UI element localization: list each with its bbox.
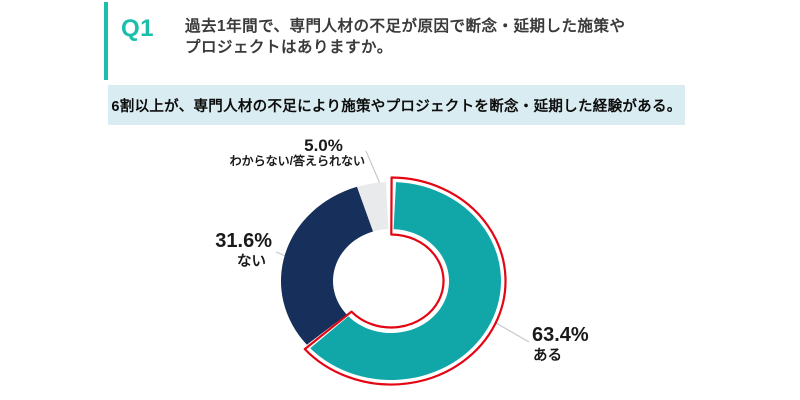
donut-segment-0 — [310, 182, 501, 380]
leader-line-2 — [365, 150, 382, 187]
donut-segment-2 — [357, 182, 389, 232]
label-wakaranai-percent: 5.0% — [304, 136, 343, 155]
question-text-line2: プロジェクトはありますか。 — [185, 38, 393, 56]
highlight-outline — [303, 176, 507, 386]
leader-line-0 — [495, 322, 530, 343]
question-text: 過去1年間で、専門人材の不足が原因で断念・延期した施策や プロジェクトはあります… — [185, 17, 626, 58]
summary-text: 6割以上が、専門人材の不足により施策やプロジェクトを断念・延期した経験がある。 — [111, 98, 682, 115]
label-nai-name: ない — [237, 254, 266, 270]
label-aru-name: ある — [533, 348, 562, 364]
label-aru-percent: 63.4% — [532, 324, 589, 346]
question-text-line1: 過去1年間で、専門人材の不足が原因で断念・延期した施策や — [185, 18, 626, 35]
label-wakaranai-name: わからない/答えられない — [229, 154, 365, 168]
question-number: Q1 — [121, 15, 155, 42]
donut-segment-1 — [280, 186, 374, 345]
label-nai-percent: 31.6% — [215, 230, 272, 252]
summary-banner: 6割以上が、専門人材の不足により施策やプロジェクトを断念・延期した経験がある。 — [108, 85, 685, 125]
question-accent-bar — [104, 2, 108, 80]
